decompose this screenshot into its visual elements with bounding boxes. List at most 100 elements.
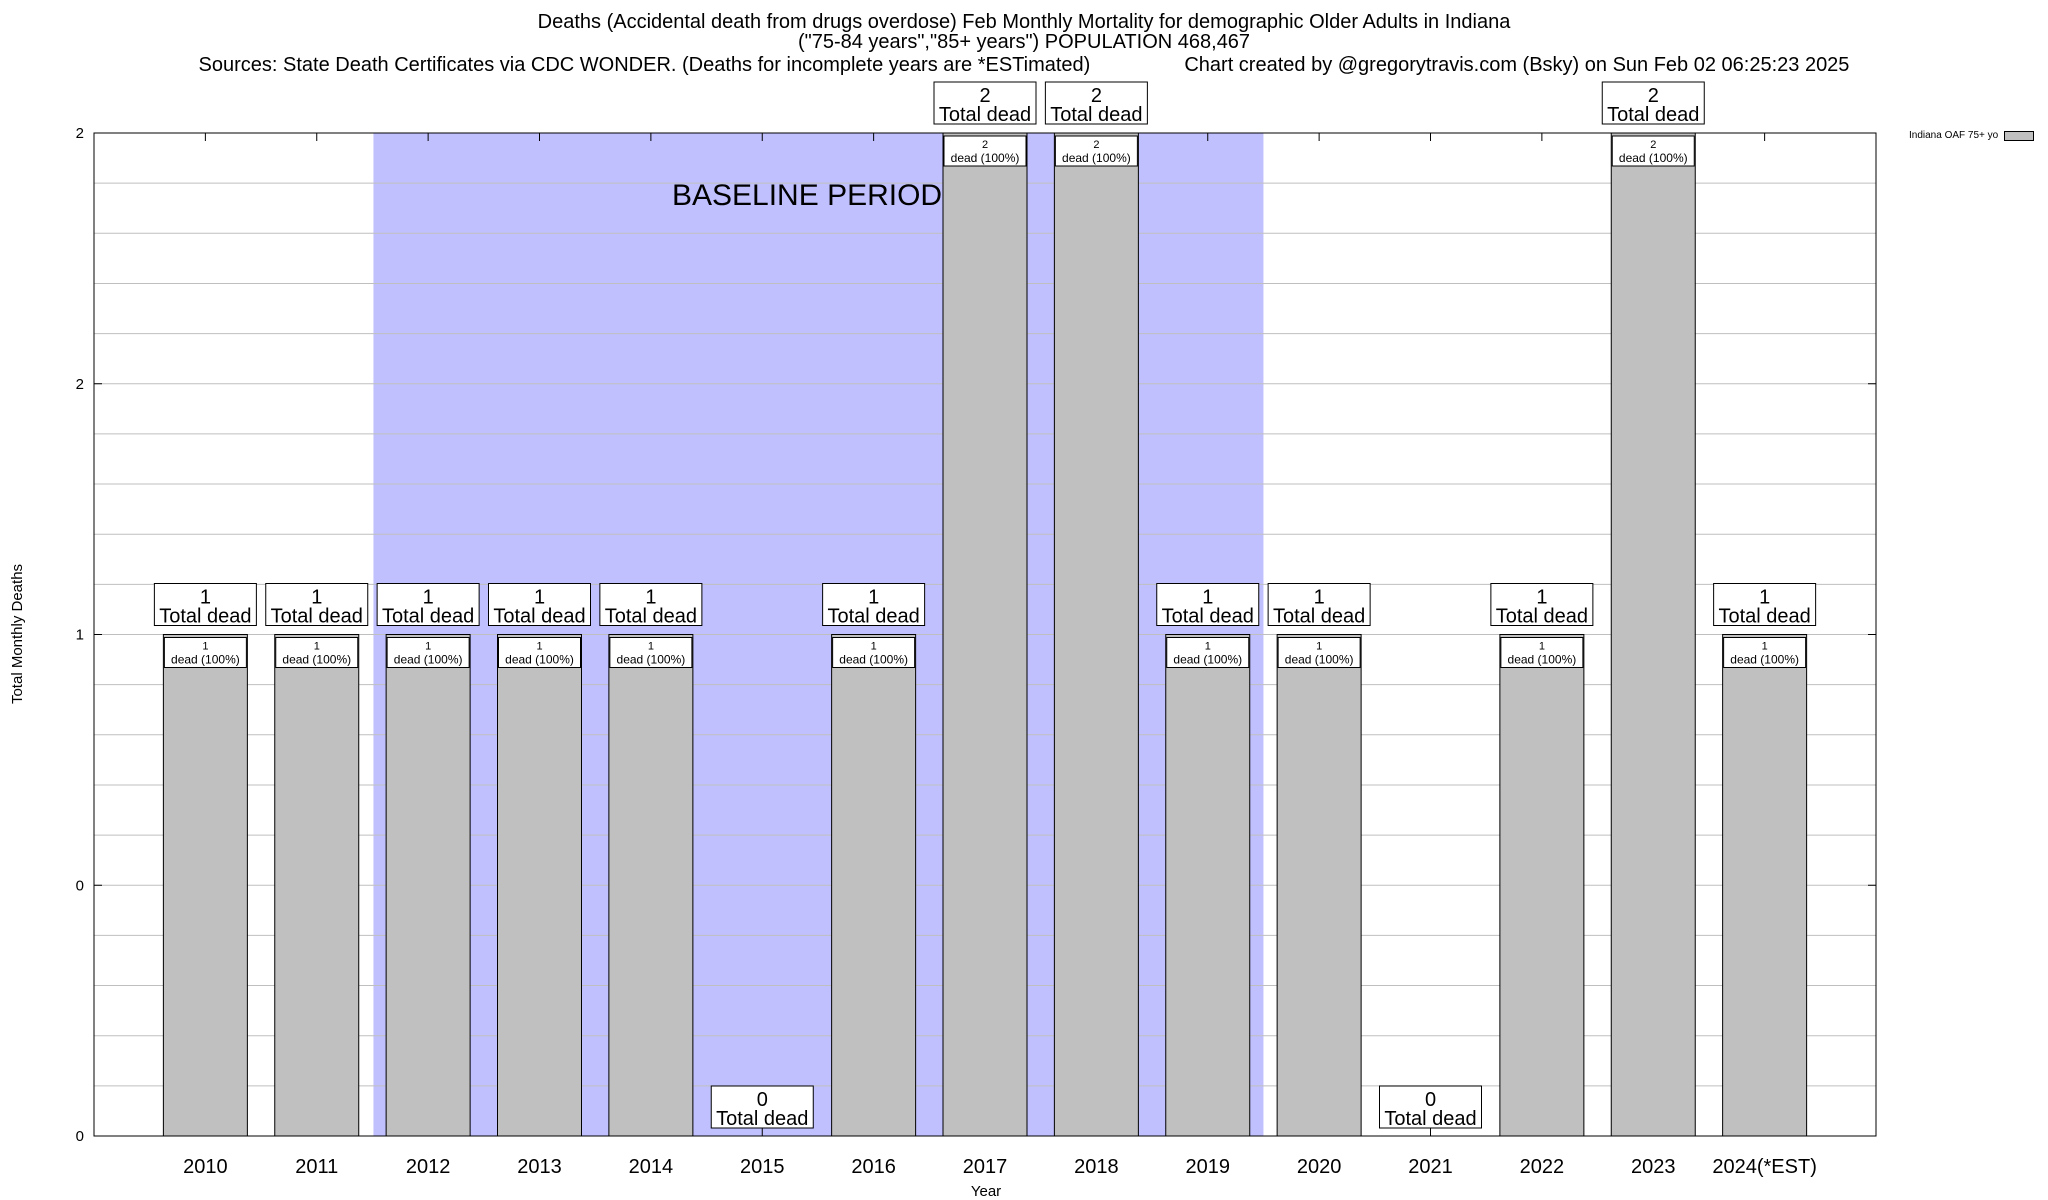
bar-inner-count: 1	[1316, 641, 1322, 653]
chart-title-line2: ("75-84 years","85+ years") POPULATION 4…	[797, 31, 1251, 53]
bar-total-label: Total dead	[1162, 606, 1254, 628]
bar-inner-count: 2	[1093, 139, 1099, 151]
legend-label: Indiana OAF 75+ yo	[1909, 130, 1999, 141]
y-tick-label: 1	[76, 627, 84, 644]
bar-total-count: 1	[311, 587, 322, 609]
bar-total-label-box	[1379, 1085, 1482, 1129]
bar-inner-count: 1	[314, 641, 320, 653]
y-tick-label: 2	[76, 125, 84, 142]
x-tick-label: 2023	[1631, 1156, 1676, 1178]
chart-title: Deaths (Accidental death from drugs over…	[0, 12, 2048, 52]
bar-inner-label-box	[1500, 637, 1584, 668]
x-tick-label: 2021	[1408, 1156, 1453, 1178]
bar-inner-label-box	[1611, 135, 1695, 167]
bar-inner-label-box	[832, 637, 916, 668]
bar-inner-count: 1	[1539, 641, 1545, 653]
bar-total-count: 1	[868, 587, 879, 609]
bar-inner-label-box	[1054, 135, 1138, 167]
bar-total-label: Total dead	[493, 606, 585, 628]
bar-total-count: 0	[757, 1089, 768, 1111]
bar-total-count: 1	[1202, 587, 1213, 609]
x-tick-label: 2010	[183, 1156, 228, 1178]
bar-inner-label: dead (100%)	[505, 653, 574, 667]
bar-inner-label: dead (100%)	[1619, 151, 1688, 165]
bar	[1722, 634, 1808, 1137]
bar-inner-count: 1	[1205, 641, 1211, 653]
x-tick-label: 2019	[1186, 1156, 1231, 1178]
bar-inner-label: dead (100%)	[839, 653, 908, 667]
bar-total-label: Total dead	[827, 606, 919, 628]
bar-inner-label: dead (100%)	[1285, 653, 1354, 667]
bar-inner-label: dead (100%)	[394, 653, 463, 667]
bar-total-count: 2	[1091, 85, 1102, 107]
x-tick-label: 2016	[851, 1156, 896, 1178]
bar-inner-label: dead (100%)	[1730, 653, 1799, 667]
plot-frame	[93, 132, 1877, 1137]
x-axis-label: Year	[971, 1183, 1001, 1200]
baseline-period-label: BASELINE PERIOD	[672, 179, 942, 212]
bar-total-label-box	[1267, 583, 1371, 626]
bar-total-count: 0	[1425, 1089, 1436, 1111]
bar-total-label: Total dead	[1496, 606, 1588, 628]
bar-inner-count: 1	[648, 641, 654, 653]
bar-total-count: 1	[200, 587, 211, 609]
bar-inner-label: dead (100%)	[171, 653, 240, 667]
bar-inner-count: 1	[536, 641, 542, 653]
bar	[497, 634, 582, 1137]
bar	[1276, 634, 1362, 1137]
bar-total-label: Total dead	[1273, 606, 1365, 628]
bar-inner-count: 1	[871, 641, 877, 653]
bar-inner-count: 1	[1762, 641, 1768, 653]
bar-inner-label-box	[943, 135, 1027, 167]
y-tick-label: 0	[76, 877, 84, 894]
bar-inner-label: dead (100%)	[951, 151, 1020, 165]
bar-inner-count: 2	[1650, 139, 1656, 151]
bar-inner-label-box	[275, 637, 359, 668]
bar-inner-count: 1	[425, 641, 431, 653]
bar-total-label-box	[1713, 583, 1817, 626]
bar-inner-label-box	[1277, 637, 1361, 668]
bar-inner-label-box	[1723, 637, 1807, 668]
bar-total-label-box	[1044, 81, 1148, 125]
bar	[942, 132, 1028, 1137]
y-tick-label: 2	[76, 376, 84, 393]
bar-total-label: Total dead	[271, 606, 363, 628]
bar-inner-label: dead (100%)	[1508, 653, 1577, 667]
bar-total-label: Total dead	[382, 606, 474, 628]
y-axis-label: Total Monthly Deaths	[9, 564, 26, 704]
x-tick-label: 2013	[517, 1156, 562, 1178]
bar-total-count: 1	[534, 587, 545, 609]
bar-total-label-box	[1601, 81, 1705, 125]
x-tick-label: 2014	[629, 1156, 674, 1178]
chart-title-line1: Deaths (Accidental death from drugs over…	[537, 11, 1511, 33]
bar-total-label-box	[1156, 583, 1260, 626]
bar-inner-label: dead (100%)	[1173, 653, 1242, 667]
bar-total-count: 1	[1536, 587, 1547, 609]
y-tick-label: 0	[76, 1128, 84, 1145]
bar-total-label: Total dead	[1050, 104, 1142, 126]
bar-inner-label-box	[1166, 637, 1250, 668]
bar-total-label-box	[1490, 583, 1594, 626]
x-tick-label: 2017	[963, 1156, 1008, 1178]
bar-total-label: Total dead	[1607, 104, 1699, 126]
x-tick-label: 2012	[406, 1156, 451, 1178]
sources-text: Sources: State Death Certificates via CD…	[198, 54, 1091, 76]
bar-inner-label-box	[609, 637, 693, 668]
bar	[1610, 132, 1696, 1137]
x-tick-label: 2020	[1297, 1156, 1342, 1178]
bar-total-label-box	[822, 583, 926, 626]
bar	[608, 634, 694, 1137]
bar-inner-label: dead (100%)	[617, 653, 686, 667]
bar-inner-label-box	[386, 637, 470, 668]
x-tick-label: 2024(*EST)	[1712, 1156, 1817, 1178]
bar-total-label-box	[153, 583, 257, 626]
bar	[831, 634, 917, 1137]
bar	[1499, 634, 1585, 1137]
chart-subtitle: Sources: State Death Certificates via CD…	[0, 54, 2048, 77]
bar	[162, 634, 248, 1137]
bar-inner-label: dead (100%)	[1062, 151, 1131, 165]
bar-inner-count: 1	[202, 641, 208, 653]
bar-total-label-box	[599, 583, 703, 626]
bar-total-count: 1	[1314, 587, 1325, 609]
